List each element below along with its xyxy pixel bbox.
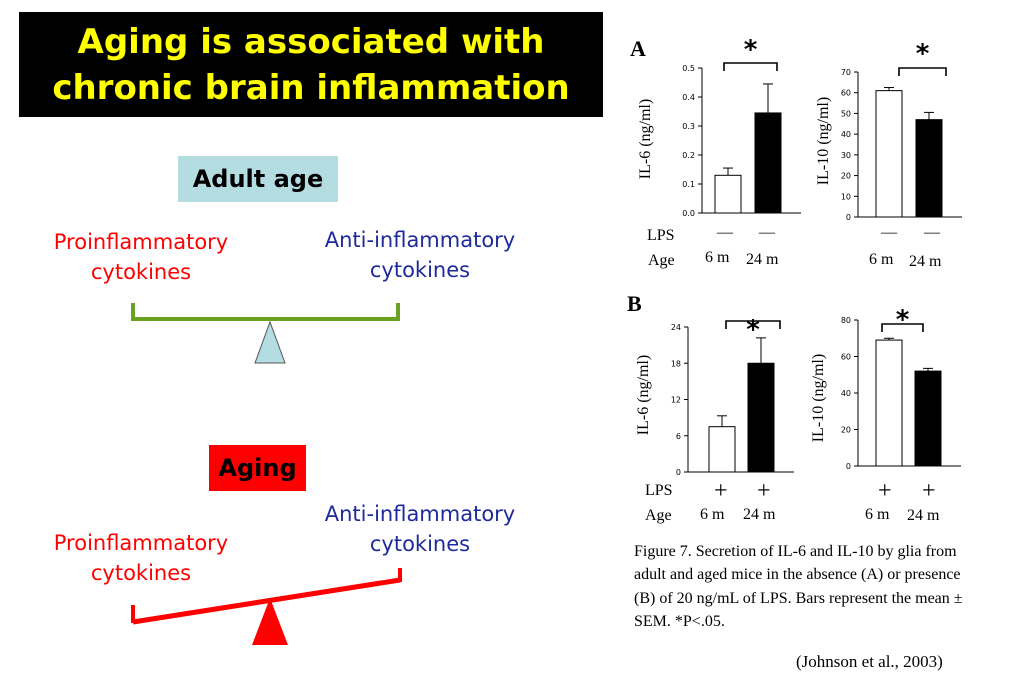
y-tick-label: 40 <box>841 130 851 139</box>
y-tick-label: 50 <box>841 109 851 118</box>
balanced-scale <box>131 303 400 364</box>
panel-b-lps-4: + <box>922 478 936 504</box>
y-tick-label: 70 <box>841 68 851 77</box>
aging-anti-line-1: Anti-inflammatory <box>324 502 516 526</box>
significance-bracket <box>723 62 778 71</box>
chart-a-il10: 0 10 20 30 40 50 60 70 * <box>841 39 962 222</box>
bar-6m <box>708 426 736 473</box>
bar-24m <box>915 119 943 218</box>
y-tick-label: 24 <box>671 323 681 332</box>
figure-caption: Figure 7. Secretion of IL-6 and IL-10 by… <box>634 543 963 630</box>
aging-proinflammatory-label: Proinflammatory cytokines <box>30 528 252 588</box>
panel-b-age-3: 6 m <box>865 506 890 523</box>
adult-pro-line-1: Proinflammatory <box>53 230 229 254</box>
panel-b-lps-label: LPS <box>645 482 673 499</box>
y-tick-label: 0.5 <box>682 64 695 73</box>
citation: (Johnson et al., 2003) <box>796 652 943 671</box>
bar-6m <box>875 339 903 467</box>
aging-label: Aging <box>209 445 306 491</box>
y-tick-label: 0.3 <box>682 122 695 131</box>
y-tick-label: 0.0 <box>682 209 695 218</box>
panel-a-lps-label: LPS <box>647 227 675 244</box>
balanced-beam <box>131 303 400 321</box>
panel-a-age-2: 24 m <box>746 251 779 268</box>
panel-a-lps-3: — <box>881 224 897 241</box>
y-tick-label: 18 <box>671 359 681 368</box>
panel-a-lps-2: — <box>759 224 775 241</box>
y-tick-label: 30 <box>841 151 851 160</box>
panel-b-age-4: 24 m <box>907 507 940 524</box>
bar-24m <box>754 112 782 214</box>
adult-anti-line-2: cytokines <box>369 258 471 282</box>
bar-6m <box>875 90 903 218</box>
panel-a-age-4: 24 m <box>909 253 942 270</box>
panel-a-age-label: Age <box>648 252 675 269</box>
panel-b-letter: B <box>627 291 642 316</box>
title-line-1: Aging is associated with <box>77 21 545 62</box>
panel-b-age-1: 6 m <box>700 506 725 523</box>
panel-a-lps-1: — <box>717 224 733 241</box>
balanced-fulcrum <box>254 320 286 364</box>
y-tick-label: 20 <box>841 426 851 435</box>
aging-anti-line-2: cytokines <box>369 532 471 556</box>
significance-star: * <box>746 315 760 345</box>
chart-b-il6: 0 6 12 18 24 * <box>671 315 794 477</box>
title-line-2: chronic brain inflammation <box>52 67 570 108</box>
aging-antiinflammatory-label: Anti-inflammatory cytokines <box>305 499 535 559</box>
panel-a-age-1: 6 m <box>705 249 730 266</box>
y-tick-label: 20 <box>841 172 851 181</box>
aging-pro-line-1: Proinflammatory <box>53 531 229 555</box>
ylabel-a-il6: IL-6 (ng/ml) <box>637 98 654 180</box>
y-tick-label: 12 <box>671 396 681 405</box>
y-tick-label: 0 <box>846 462 851 471</box>
chart-a-il6: 0.0 0.1 0.2 0.3 0.4 0.5 * <box>682 35 801 218</box>
panel-b-lps-1: + <box>714 478 728 504</box>
panel-a-age-3: 6 m <box>869 251 894 268</box>
panel-a-letter: A <box>630 36 646 61</box>
significance-bracket <box>898 67 947 76</box>
tilted-fulcrum <box>252 598 288 645</box>
adult-antiinflammatory-label: Anti-inflammatory cytokines <box>305 225 535 285</box>
adult-pro-line-2: cytokines <box>90 260 192 284</box>
aging-pro-line-2: cytokines <box>90 561 192 585</box>
panel-b-lps-2: + <box>757 478 771 504</box>
tilted-beam <box>131 568 402 625</box>
panel-b-lps-3: + <box>878 478 892 504</box>
adult-age-label: Adult age <box>178 156 338 202</box>
y-tick-label: 0.4 <box>682 93 695 102</box>
bar-6m <box>714 174 742 214</box>
panel-b-age-label: Age <box>645 507 672 524</box>
significance-star: * <box>896 305 910 335</box>
y-tick-label: 6 <box>676 432 681 441</box>
y-tick-label: 0 <box>846 213 851 222</box>
y-tick-label: 80 <box>841 316 851 325</box>
significance-bracket <box>725 320 781 329</box>
chart-b-il10: 0 20 40 60 80 * <box>841 305 961 471</box>
ylabel-b-il6: IL-6 (ng/ml) <box>635 354 652 436</box>
y-tick-label: 60 <box>841 353 851 362</box>
significance-star: * <box>916 39 930 69</box>
panel-a-lps-4: — <box>924 224 940 241</box>
adult-anti-line-1: Anti-inflammatory <box>324 228 516 252</box>
y-tick-label: 60 <box>841 89 851 98</box>
significance-star: * <box>744 35 758 65</box>
adult-proinflammatory-label: Proinflammatory cytokines <box>30 227 252 287</box>
panel-b-age-2: 24 m <box>743 506 776 523</box>
y-tick-label: 10 <box>841 192 851 201</box>
y-tick-label: 0.2 <box>682 151 695 160</box>
y-tick-label: 40 <box>841 389 851 398</box>
tilted-scale <box>131 568 402 645</box>
significance-bracket <box>881 323 924 332</box>
bar-24m <box>914 370 942 467</box>
bar-24m <box>747 362 775 473</box>
slide-title: Aging is associated with chronic brain i… <box>19 12 603 117</box>
y-tick-label: 0.1 <box>682 180 695 189</box>
y-tick-label: 0 <box>676 468 681 477</box>
